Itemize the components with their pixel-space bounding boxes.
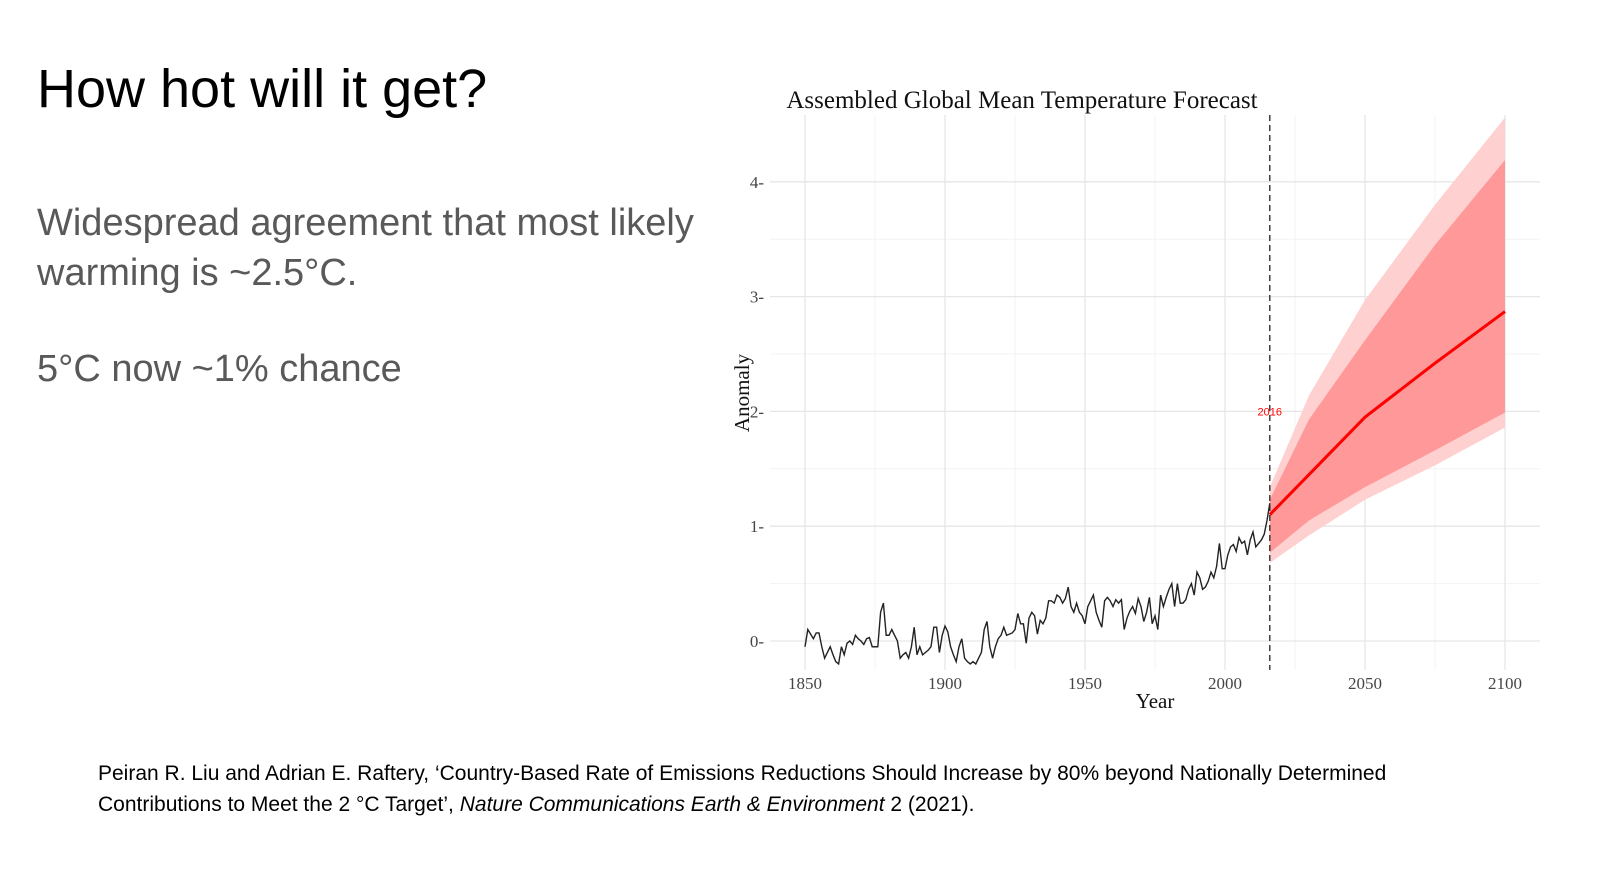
- x-tick-label: 2000: [1208, 674, 1242, 693]
- body-text-chance: 5°C now ~1% chance: [37, 348, 402, 390]
- body-text-agreement: Widespread agreement that most likely wa…: [37, 202, 694, 294]
- citation-journal: Nature Communications Earth & Environmen…: [459, 793, 885, 816]
- y-tick-label: 0-: [750, 632, 765, 651]
- x-tick-label: 1950: [1068, 674, 1102, 693]
- annotation-2016: 2016: [1258, 406, 1282, 418]
- x-tick-label: 1900: [928, 674, 962, 693]
- median-forecast-line: [1268, 310, 1506, 516]
- citation: Peiran R. Liu and Adrian E. Raftery, ‘Co…: [98, 758, 1478, 820]
- y-tick-label: 4-: [750, 173, 765, 192]
- y-tick-label: 2-: [750, 402, 765, 421]
- citation-tail: 2 (2021).: [890, 793, 975, 816]
- chart-title: Assembled Global Mean Temperature Foreca…: [786, 87, 1257, 114]
- x-tick-label: 2100: [1488, 674, 1522, 693]
- historical-temperature-line: [804, 503, 1271, 666]
- x-tick-label: 2050: [1348, 674, 1382, 693]
- inner-uncertainty-band: [1269, 159, 1505, 553]
- x-axis-label: Year: [1136, 689, 1175, 713]
- x-tick-label: 1850: [788, 674, 822, 693]
- slide-title: How hot will it get?: [37, 59, 488, 119]
- y-axis-label: Anomaly: [730, 353, 754, 432]
- citation-authors: Peiran R. Liu and Adrian E. Raftery, ‘Co…: [98, 762, 1387, 816]
- y-tick-label: 1-: [750, 517, 765, 536]
- y-tick-label: 3-: [750, 288, 765, 307]
